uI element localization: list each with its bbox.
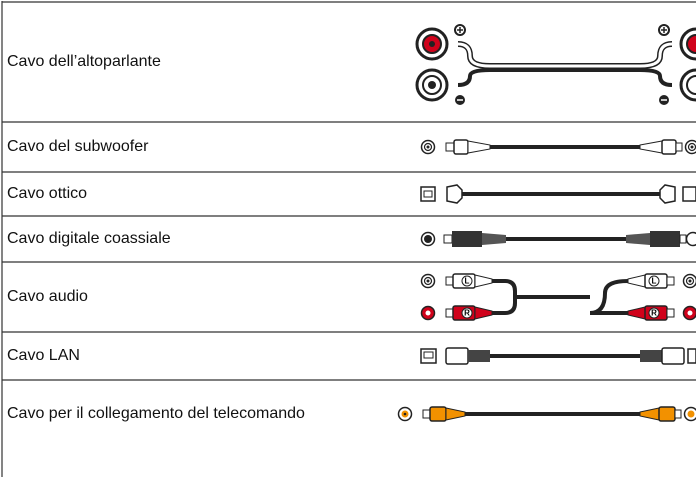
coaxial-cable-icon xyxy=(420,231,696,247)
channel-letter: L xyxy=(465,277,470,286)
speaker-cable-icon xyxy=(415,24,696,105)
remote-cable-icon xyxy=(397,406,696,422)
optical-cable-icon xyxy=(420,184,696,204)
channel-letter: R xyxy=(464,309,470,318)
channel-letter: L xyxy=(652,277,657,286)
audio-cable-icon: L R L R xyxy=(420,273,696,321)
row-label: Cavo del subwoofer xyxy=(7,138,149,155)
subwoofer-cable-icon xyxy=(420,139,696,155)
lan-cable-icon xyxy=(420,347,696,365)
row-label: Cavo ottico xyxy=(7,185,87,202)
row-label: Cavo LAN xyxy=(7,347,80,364)
channel-letter: R xyxy=(651,309,657,318)
row-label: Cavo audio xyxy=(7,288,88,305)
row-label: Cavo digitale coassiale xyxy=(7,230,171,247)
row-label: Cavo dell’altoparlante xyxy=(7,53,161,70)
row-label: Cavo per il collegamento del telecomando xyxy=(7,405,305,422)
